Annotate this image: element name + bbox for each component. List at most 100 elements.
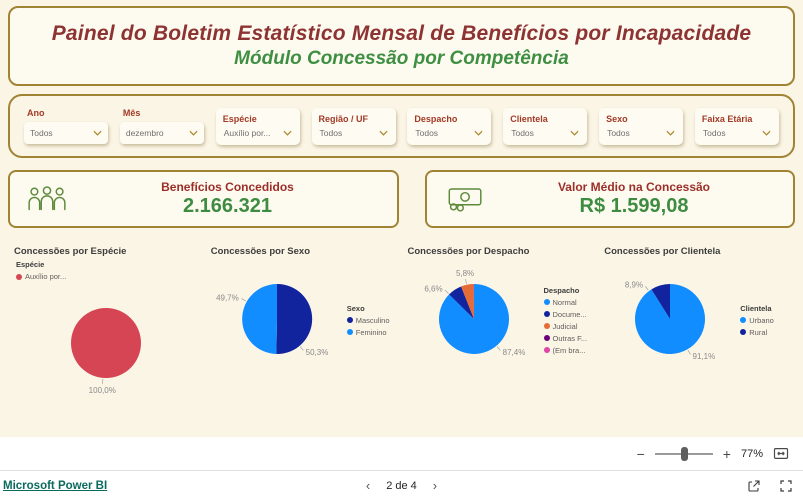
filter-dropdown[interactable]: Todos <box>701 126 773 141</box>
legend-dot <box>543 335 550 341</box>
legend-dot <box>346 329 353 335</box>
pie-data-label: 50,3% <box>305 348 328 357</box>
filter-regiao-uf: Região / UF Todos <box>311 107 396 145</box>
filter-label: Sexo <box>606 113 628 124</box>
legend-dot <box>543 299 550 305</box>
legend-dot <box>16 273 22 280</box>
pie-slice-masculino[interactable] <box>276 283 312 354</box>
previous-page-button[interactable]: ‹ <box>365 478 371 493</box>
banknote-icon <box>443 185 491 213</box>
legend-title: Clientela <box>740 303 772 313</box>
legend-item-urbano[interactable]: Urbano <box>740 316 774 325</box>
filter-dropdown[interactable]: Todos <box>24 122 108 144</box>
chart-body: 91,1% 8,9% Clientela Urbano Rural <box>604 257 789 383</box>
pie-data-label: 87,4% <box>502 348 525 357</box>
chart-body: 87,4% 6,6% 5,8% Despacho Normal Docume... Judi… <box>408 257 593 383</box>
data-label-line <box>299 346 304 351</box>
kpi-value: R$ 1.599,08 <box>579 195 689 217</box>
pie-slice-feminino[interactable] <box>241 284 277 354</box>
kpi-value: 2.166.321 <box>183 195 272 217</box>
filter-selected-value: Auxílio por... <box>223 128 271 138</box>
data-label-line <box>464 278 467 284</box>
pie-slice-auxilio-por[interactable] <box>71 308 141 378</box>
pie-slice-rural[interactable] <box>651 284 671 319</box>
legend-item-auxilio-por[interactable]: Auxílio por... <box>16 272 199 281</box>
fullscreen-icon[interactable] <box>779 479 793 493</box>
legend-item-em-bra[interactable]: (Em bra... <box>543 345 588 355</box>
pie-chart[interactable]: 100,0% <box>40 281 174 407</box>
pie-chart[interactable]: 87,4% 6,6% 5,8% <box>408 257 542 383</box>
filter-selected-value: Todos <box>319 128 343 138</box>
legend-label: Urbano <box>749 315 774 325</box>
chart-legend: Espécie Auxílio por... <box>16 260 199 281</box>
zoom-in-button[interactable]: + <box>722 445 731 462</box>
kpi-card-valor-medio: Valor Médio na Concessão R$ 1.599,08 <box>425 170 795 228</box>
zoom-level: 77% <box>740 447 763 460</box>
pie-slice-docume[interactable] <box>448 286 474 319</box>
chevron-down-icon <box>93 130 102 136</box>
legend-label: Judicial <box>552 321 578 331</box>
legend-item-docume[interactable]: Docume... <box>543 310 588 319</box>
legend-label: Masculino <box>355 315 390 325</box>
legend-item-feminino[interactable]: Feminino <box>346 327 390 337</box>
filter-dropdown[interactable]: Todos <box>318 126 390 141</box>
filter-label: Mês <box>122 108 141 118</box>
filter-label: Espécie <box>222 113 257 124</box>
filter-sexo: Sexo Todos <box>599 107 684 145</box>
filter-dropdown[interactable]: Todos <box>605 126 677 141</box>
filter-label: Faixa Etária <box>701 113 753 124</box>
people-group-icon <box>26 184 74 214</box>
title-banner: Painel do Boletim Estatístico Mensal de … <box>8 6 795 86</box>
pie-chart[interactable]: 91,1% 8,9% <box>604 257 738 383</box>
kpi-text: Benefícios Concedidos 2.166.321 <box>74 180 381 218</box>
pie-chart[interactable]: 50,3% 49,7% <box>211 257 345 383</box>
legend-item-rural[interactable]: Rural <box>740 328 774 337</box>
filter-dropdown[interactable]: Todos <box>413 126 485 141</box>
zoom-slider[interactable] <box>654 446 713 461</box>
data-label-line <box>645 286 649 291</box>
legend-dot <box>346 317 353 323</box>
chart-concessoes-por-especie: Concessões por Espécie Espécie Auxílio por… <box>8 246 205 407</box>
pie-data-label: 6,6% <box>424 285 442 294</box>
filter-selected-value: Todos <box>702 128 726 138</box>
legend-label: Feminino <box>355 327 387 337</box>
kpi-label: Valor Médio na Concessão <box>557 180 711 194</box>
chevron-down-icon <box>283 130 292 136</box>
legend-item-normal[interactable]: Normal <box>543 298 588 307</box>
legend-item-outras-f[interactable]: Outras F... <box>543 334 587 343</box>
share-icon[interactable] <box>747 479 761 493</box>
chart-title: Concessões por Espécie <box>14 246 127 257</box>
chevron-down-icon <box>189 130 198 136</box>
pie-slice-normal[interactable] <box>438 284 509 354</box>
legend-dot <box>740 329 747 335</box>
legend-dot <box>543 347 550 353</box>
kpi-text: Valor Médio na Concessão R$ 1.599,08 <box>491 180 777 218</box>
chart-body: 50,3% 49,7% Sexo Masculino Feminino <box>211 257 396 383</box>
zoom-slider-handle[interactable] <box>680 446 688 461</box>
charts-row: Concessões por Espécie Espécie Auxílio por… <box>8 246 795 407</box>
pie-data-label: 49,7% <box>216 294 239 303</box>
legend-dot <box>740 317 747 323</box>
legend-item-judicial[interactable]: Judicial <box>543 321 588 331</box>
filter-mes: Mês dezembro <box>119 108 204 144</box>
fit-to-width-icon[interactable] <box>773 447 789 460</box>
chart-legend: Sexo Masculino Feminino <box>346 304 390 337</box>
next-page-button[interactable]: › <box>432 478 438 493</box>
filter-especie: Espécie Auxílio por... <box>215 107 300 145</box>
kpi-card-beneficios-concedidos: Benefícios Concedidos 2.166.321 <box>8 170 399 228</box>
powerbi-brand-link[interactable]: Microsoft Power BI <box>3 479 108 492</box>
zoom-out-button[interactable]: − <box>636 445 645 462</box>
kpi-row: Benefícios Concedidos 2.166.321 Valor Mé… <box>8 170 795 228</box>
legend-item-masculino[interactable]: Masculino <box>346 315 390 325</box>
pie-slice-urbano[interactable] <box>635 284 706 354</box>
filter-dropdown[interactable]: Auxílio por... <box>222 126 294 141</box>
chevron-down-icon <box>378 130 388 136</box>
legend-label: Rural <box>749 327 768 337</box>
pie-data-label: 100,0% <box>89 386 116 395</box>
filter-label: Clientela <box>510 113 548 124</box>
filter-dropdown[interactable]: Todos <box>509 126 581 141</box>
pie-slice-judicial[interactable] <box>460 284 474 319</box>
chart-body: 100,0% <box>14 281 199 407</box>
legend-label: (Em bra... <box>552 345 586 355</box>
filter-dropdown[interactable]: dezembro <box>119 122 204 144</box>
